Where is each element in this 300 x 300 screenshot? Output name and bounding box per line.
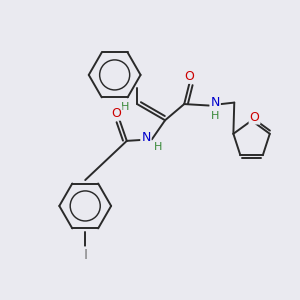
Text: O: O (250, 110, 260, 124)
Text: H: H (211, 111, 219, 121)
Text: N: N (210, 96, 220, 109)
Text: N: N (141, 131, 151, 144)
Text: H: H (154, 142, 163, 152)
Text: O: O (112, 107, 122, 120)
Text: O: O (184, 70, 194, 83)
Text: I: I (83, 248, 87, 262)
Text: H: H (121, 102, 129, 112)
